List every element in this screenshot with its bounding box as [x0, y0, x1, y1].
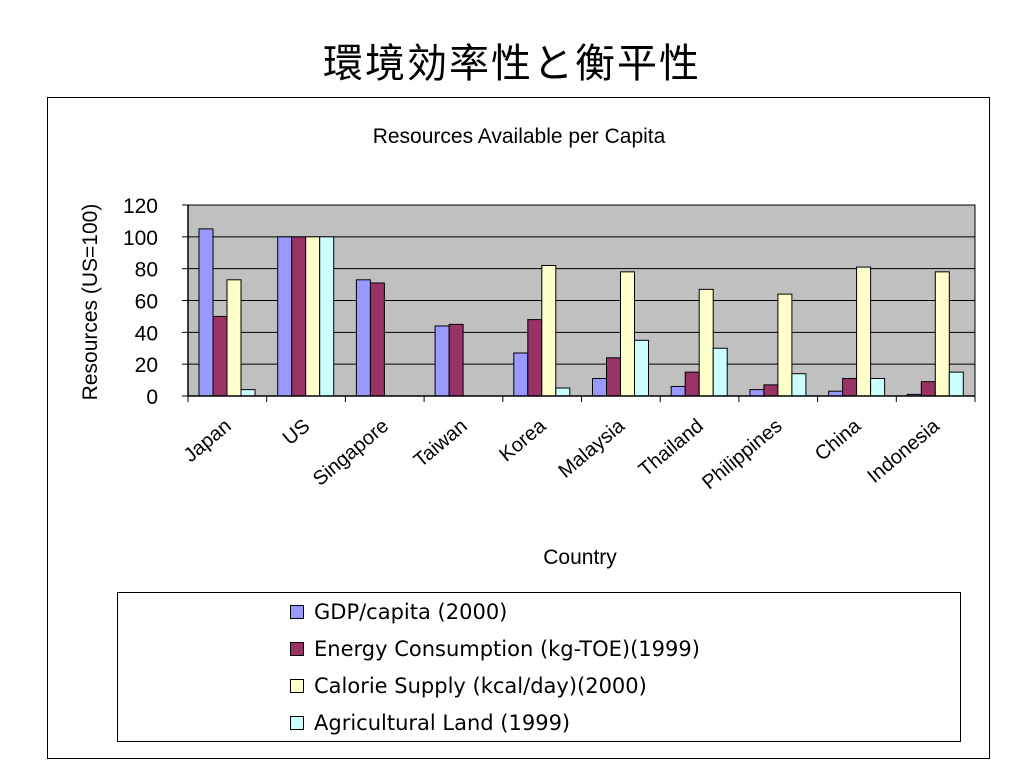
bar: [763, 384, 779, 397]
bar: [698, 288, 714, 397]
y-tick-label: 40: [135, 322, 158, 345]
y-tick-label: 60: [135, 291, 158, 314]
legend-swatch: [290, 716, 304, 730]
chart-frame: [47, 97, 990, 759]
bar: [749, 389, 765, 397]
y-tick-label: 100: [123, 227, 158, 250]
bar: [369, 282, 385, 397]
x-tick-label: Japan: [180, 415, 236, 467]
y-tick-label: 0: [146, 386, 158, 409]
bar: [712, 347, 728, 397]
legend: GDP/capita (2000) Energy Consumption (kg…: [117, 592, 961, 742]
legend-item-gdp: GDP/capita (2000): [290, 597, 507, 627]
axes: [182, 204, 976, 402]
y-tick-label: 120: [123, 195, 158, 218]
slide-title: 環境効率性と衡平性: [323, 41, 701, 87]
bar: [870, 377, 886, 397]
legend-swatch: [290, 679, 304, 693]
legend-swatch: [290, 642, 304, 656]
y-tick-label: 80: [135, 259, 158, 282]
legend-label: Calorie Supply (kcal/day)(2000): [314, 674, 647, 698]
x-tick-label: Taiwan: [410, 415, 472, 472]
x-tick-label: Thailand: [635, 415, 708, 481]
x-tick-label: Indonesia: [863, 414, 944, 487]
bar: [934, 271, 950, 397]
bar: [212, 315, 228, 397]
bar: [684, 371, 700, 397]
legend-item-calorie: Calorie Supply (kcal/day)(2000): [290, 671, 647, 701]
bars: [198, 228, 964, 397]
x-tick-label: US: [279, 415, 314, 450]
bar: [777, 293, 793, 397]
legend-swatch: [290, 605, 304, 619]
bar: [842, 377, 858, 397]
bar: [277, 236, 293, 397]
bar: [319, 236, 335, 397]
bar: [198, 228, 214, 397]
bar: [434, 325, 450, 397]
bar: [620, 271, 635, 397]
x-tick-label: China: [811, 414, 866, 465]
bar: [355, 279, 371, 397]
legend-label: Energy Consumption (kg-TOE)(1999): [314, 637, 700, 661]
x-axis-label: Country: [543, 546, 617, 569]
x-tick-label: Malaysia: [554, 414, 629, 482]
bar: [226, 279, 242, 397]
y-tick-label: 20: [135, 354, 158, 377]
chart-title: Resources Available per Capita: [373, 125, 666, 148]
bar: [948, 371, 964, 397]
bar: [920, 381, 936, 397]
bar: [240, 389, 256, 397]
legend-item-agricultural: Agricultural Land (1999): [290, 708, 570, 738]
bar: [856, 266, 872, 397]
legend-label: GDP/capita (2000): [314, 600, 508, 624]
bar: [555, 387, 571, 397]
legend-item-energy: Energy Consumption (kg-TOE)(1999): [290, 634, 700, 664]
x-tick-label: Korea: [495, 414, 551, 466]
bar: [541, 264, 557, 397]
x-tick-label: Singapore: [309, 415, 393, 490]
bar: [513, 352, 529, 397]
bar: [527, 319, 543, 397]
bar: [606, 357, 621, 397]
bar: [291, 236, 307, 397]
bar: [670, 385, 686, 397]
bar: [448, 323, 464, 397]
x-tick-label: Philippines: [698, 415, 786, 494]
bar: [592, 377, 607, 397]
y-tick-labels: 0 20 40 60 80 100 120: [123, 195, 158, 409]
legend-label: Agricultural Land (1999): [314, 711, 571, 735]
y-axis-label: Resources (US=100): [79, 204, 102, 401]
bar: [791, 373, 807, 397]
bar: [634, 339, 649, 397]
bar: [305, 236, 321, 397]
